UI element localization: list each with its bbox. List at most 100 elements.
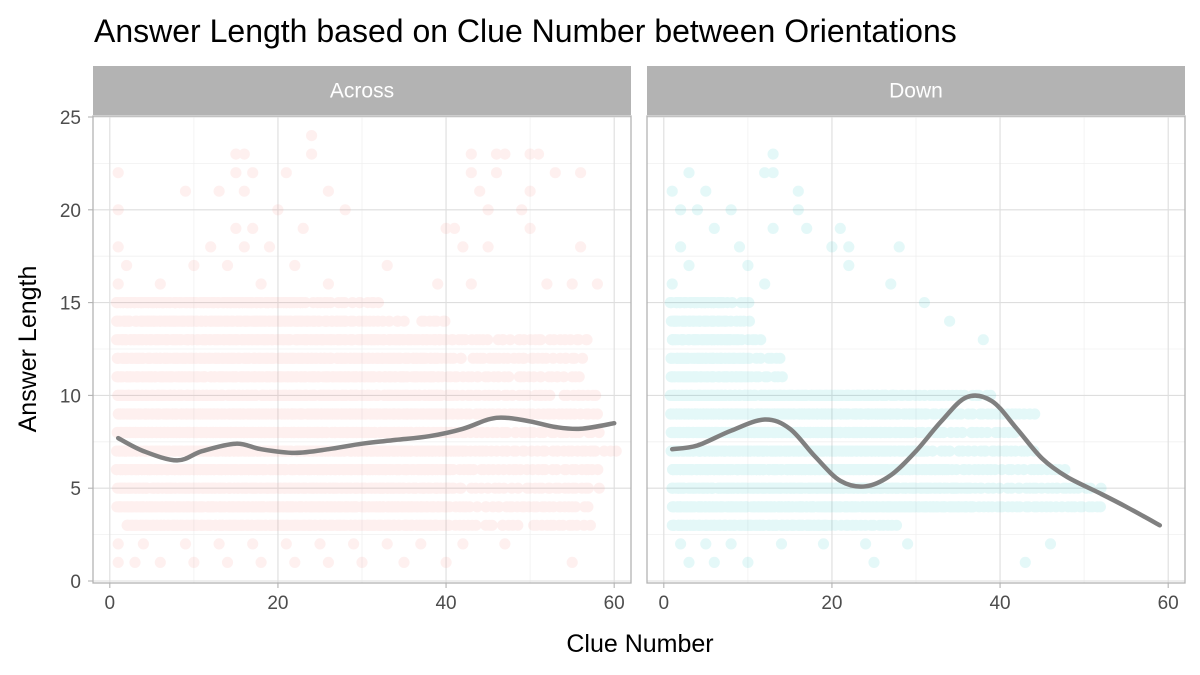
y-tick-label: 15 (60, 294, 81, 315)
data-point (341, 519, 353, 531)
data-point (241, 519, 253, 531)
data-point (328, 501, 340, 513)
data-point (238, 501, 250, 513)
data-point (238, 185, 250, 197)
data-point (274, 482, 286, 494)
data-point (232, 501, 245, 513)
data-point (470, 519, 482, 531)
data-point (281, 501, 293, 513)
data-point (232, 501, 244, 513)
data-point (261, 501, 274, 513)
data-point (439, 501, 452, 513)
data-point (197, 501, 210, 513)
data-point (372, 519, 384, 531)
data-point (146, 519, 158, 531)
data-point (135, 519, 147, 531)
data-point (242, 519, 254, 531)
data-point (143, 501, 156, 513)
data-point (263, 241, 276, 253)
data-point (276, 501, 288, 513)
data-point (193, 482, 205, 494)
data-point (151, 482, 163, 494)
data-point (591, 278, 604, 290)
data-point (372, 296, 384, 309)
data-point (318, 519, 331, 531)
data-point (518, 501, 530, 513)
data-point (388, 519, 400, 531)
data-point (270, 519, 283, 531)
data-point (465, 167, 477, 179)
data-point (239, 482, 251, 494)
data-point (454, 501, 466, 513)
data-point (263, 482, 275, 494)
data-point (209, 519, 222, 531)
data-point (536, 501, 549, 513)
data-point (427, 501, 439, 513)
data-point (166, 482, 179, 494)
data-point (193, 482, 205, 494)
data-point (292, 482, 305, 494)
data-point (115, 501, 127, 513)
data-point (420, 519, 432, 531)
data-point (206, 482, 218, 494)
data-point (155, 519, 167, 531)
data-point (223, 482, 235, 494)
data-point (289, 259, 301, 272)
data-point (205, 519, 217, 531)
data-point (247, 222, 259, 234)
data-point (557, 519, 569, 531)
data-point (250, 501, 262, 513)
data-point (293, 501, 305, 513)
data-point (370, 501, 383, 513)
data-point (579, 501, 591, 513)
data-point (216, 482, 228, 494)
data-point (166, 501, 178, 513)
data-point (323, 519, 336, 531)
data-point (432, 501, 444, 513)
data-point (332, 501, 345, 513)
data-point (308, 501, 320, 513)
data-point (374, 501, 386, 513)
data-point (257, 501, 269, 513)
data-point (423, 519, 435, 531)
data-point (264, 519, 276, 531)
data-point (535, 334, 547, 346)
data-point (246, 519, 258, 531)
data-point (169, 482, 181, 494)
data-point (202, 501, 214, 513)
data-point (465, 278, 477, 290)
data-point (220, 519, 232, 531)
data-point (358, 519, 370, 531)
data-point (292, 519, 304, 531)
data-point (114, 482, 126, 494)
data-point (305, 501, 318, 513)
data-point (381, 259, 393, 272)
data-point (216, 519, 228, 531)
data-point (269, 482, 281, 494)
data-point (180, 482, 192, 494)
data-point (545, 519, 557, 531)
data-point (258, 482, 270, 494)
data-point (524, 222, 536, 234)
y-tick-label: 0 (70, 572, 81, 593)
data-point (387, 519, 399, 531)
data-point (190, 519, 202, 531)
data-point (348, 501, 360, 513)
data-point (162, 482, 174, 494)
data-point (147, 501, 159, 513)
data-point (322, 278, 334, 290)
data-point (256, 482, 268, 494)
data-point (137, 538, 149, 550)
data-point (504, 501, 516, 513)
data-point (294, 519, 306, 531)
data-point (352, 519, 365, 531)
data-point (209, 482, 221, 494)
data-point (187, 519, 199, 531)
data-point (349, 519, 361, 531)
data-point (216, 519, 229, 531)
data-point (119, 482, 131, 494)
data-point (490, 167, 503, 179)
data-point (516, 501, 529, 513)
data-point (274, 519, 286, 531)
data-point (187, 501, 199, 513)
